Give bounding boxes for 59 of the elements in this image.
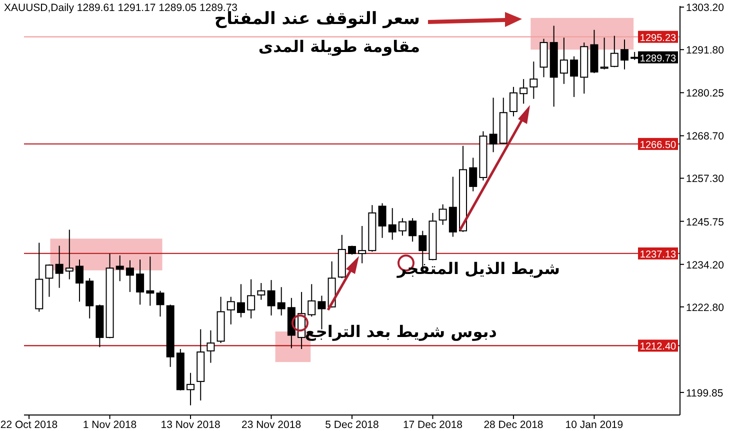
y-tick-label: 1234.20: [686, 259, 724, 272]
candlestick: [560, 37, 568, 84]
candlestick: [509, 86, 518, 117]
candlestick: [236, 284, 245, 318]
candlestick: [206, 330, 215, 364]
x-tick-label: 17 Dec 2018: [402, 419, 463, 431]
candlestick: [156, 290, 164, 318]
x-tick-label: 22 Oct 2018: [0, 419, 58, 431]
candlestick: [378, 202, 386, 238]
candlestick: [146, 256, 154, 306]
candlestick: [116, 254, 124, 282]
y-tick-label: 1268.70: [686, 130, 724, 143]
candlestick: [226, 296, 235, 325]
ref-line-label: 1237.13: [640, 249, 677, 260]
candlestick: [65, 229, 74, 280]
annotation: 1289.73: [640, 53, 677, 64]
candlestick: [530, 61, 538, 100]
ref-line-label: 1266.50: [640, 140, 677, 151]
x-tick-label: 28 Dec 2018: [484, 419, 544, 431]
candlestick: [489, 97, 498, 153]
x-tick-label: 5 Dec 2018: [325, 419, 380, 431]
candlestick: [388, 208, 396, 240]
ref-line-label: 1295.23: [640, 32, 677, 44]
candlestick: [469, 157, 478, 192]
candlestick: [438, 204, 447, 226]
candlestick: [257, 282, 266, 300]
ref-line-label: 1212.40: [640, 342, 677, 353]
y-tick-label: 1257.30: [686, 173, 724, 186]
candlestick: [610, 35, 618, 68]
x-tick-label: 1 Nov 2018: [82, 419, 137, 431]
y-tick-label: 1291.80: [686, 44, 724, 57]
candlestick: [186, 372, 195, 406]
candlestick: [55, 245, 64, 288]
candlestick: [570, 56, 578, 98]
candlestick: [600, 37, 608, 70]
annotation: شريط الذيل المتفجر: [396, 259, 560, 278]
candlestick: [76, 259, 84, 302]
annotation: مقاومة طويلة المدى: [258, 37, 420, 56]
candlestick: [126, 260, 134, 292]
annotation: دبوس شريط بعد التراجع: [304, 322, 497, 341]
candlestick: [247, 278, 256, 319]
x-tick-label: 13 Nov 2018: [160, 419, 220, 431]
candlestick: [408, 218, 417, 242]
x-tick-label: 23 Nov 2018: [241, 419, 302, 431]
y-tick-label: 1199.85: [686, 387, 724, 400]
candlestick: [45, 264, 54, 298]
candlestick: [358, 225, 366, 264]
y-tick-label: 1280.25: [686, 88, 724, 100]
candlestick: [620, 39, 628, 70]
y-tick-label: 1222.80: [686, 302, 724, 314]
candlestick: [308, 284, 316, 318]
candlestick: [398, 218, 406, 236]
candlestick: [136, 259, 144, 306]
candlestick: [520, 78, 528, 104]
candlestick: [267, 280, 276, 316]
candlestick: [277, 286, 286, 316]
x-tick-label: 10 Jan 2019: [565, 419, 624, 431]
y-tick-label: 1303.20: [686, 2, 724, 14]
y-tick-label: 1245.75: [686, 216, 724, 228]
